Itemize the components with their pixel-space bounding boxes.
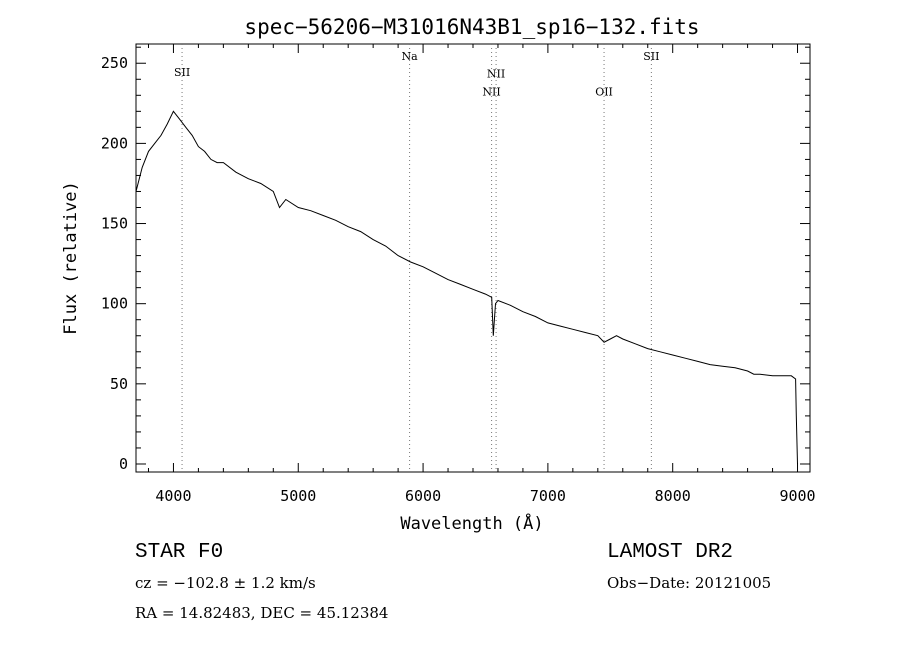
- x-axis-label: Wavelength (Å): [400, 512, 543, 534]
- x-tick-label-5: 8000: [655, 487, 691, 505]
- spectrum-series: [135, 110, 798, 465]
- x-tick-label-3: 6000: [405, 487, 441, 505]
- x-tick-label-6: 9000: [779, 487, 815, 505]
- line-label-3: NII: [482, 85, 500, 98]
- axis-ticks: 4000 5000 6000 7000 8000 9000 0 50 100 150 200 250: [101, 44, 816, 505]
- line-label-1: SII: [174, 66, 190, 79]
- velocity: cz = −102.8 ± 1.2 km/s: [135, 574, 316, 592]
- y-tick-label-5: 200: [101, 134, 128, 152]
- line-label-5: OII: [595, 85, 613, 98]
- y-tick-label-2: 50: [110, 375, 128, 393]
- line-label-4: NII: [487, 68, 505, 81]
- object-type: STAR F0: [135, 541, 224, 564]
- x-tick-label-2: 5000: [280, 487, 316, 505]
- y-tick-label-1: 0: [119, 455, 128, 473]
- y-tick-label-4: 150: [101, 215, 128, 233]
- y-tick-label-6: 250: [101, 54, 128, 72]
- chart-title: spec−56206−M31016N43B1_sp16−132.fits: [244, 15, 699, 39]
- coordinates: RA = 14.82483, DEC = 45.12384: [135, 604, 389, 622]
- spectrum-line-1: [135, 110, 798, 465]
- emission-line-markers: SII Na NII NII OII SII: [174, 44, 659, 472]
- x-tick-label-4: 7000: [530, 487, 566, 505]
- plot-frame: [135, 43, 811, 473]
- obs-date: Obs−Date: 20121005: [607, 574, 772, 592]
- y-axis-label: Flux (relative): [61, 181, 81, 335]
- survey-name: LAMOST DR2: [607, 541, 734, 564]
- line-label-2: Na: [402, 50, 419, 63]
- line-label-6: SII: [643, 50, 659, 63]
- x-tick-label-1: 4000: [155, 487, 191, 505]
- y-tick-label-3: 100: [101, 295, 128, 313]
